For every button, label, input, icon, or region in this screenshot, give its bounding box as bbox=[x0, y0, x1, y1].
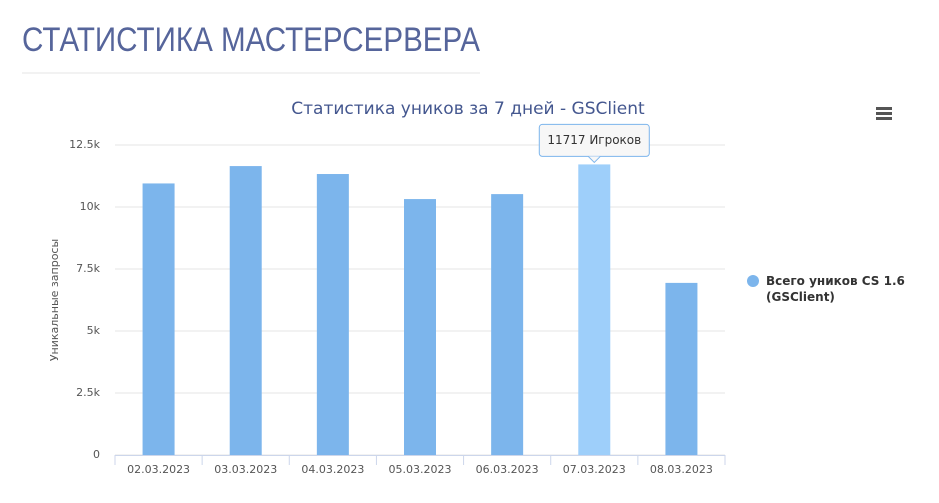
legend-line: (GSClient) bbox=[766, 290, 835, 304]
legend-item[interactable]: Всего уников CS 1.6 (GSClient) bbox=[747, 274, 905, 304]
bar bbox=[665, 282, 698, 455]
y-tick-label: 5k bbox=[87, 324, 101, 337]
bar bbox=[404, 199, 436, 455]
tooltip-text: 11717 Игроков bbox=[547, 133, 641, 147]
x-tick-label: 07.03.2023 bbox=[563, 463, 626, 476]
chart-title: Статистика уников за 7 дней - GSClient bbox=[291, 99, 645, 119]
x-tick-label: 06.03.2023 bbox=[476, 463, 539, 476]
x-tick-label: 08.03.2023 bbox=[650, 463, 713, 476]
bar bbox=[578, 164, 611, 455]
y-tick-label: 2.5k bbox=[76, 386, 100, 399]
x-tick-label: 03.03.2023 bbox=[214, 463, 277, 476]
page-heading: СТАТИСТИКА МАСТЕРСЕРВЕРА bbox=[22, 21, 480, 59]
y-tick-label: 0 bbox=[93, 448, 100, 461]
x-tick-label: 02.03.2023 bbox=[127, 463, 190, 476]
legend-label: Всего уников CS 1.6 (GSClient) bbox=[766, 274, 905, 304]
y-tick-label: 10k bbox=[80, 200, 101, 213]
x-tick-label: 05.03.2023 bbox=[389, 463, 452, 476]
tooltip-pointer bbox=[587, 156, 601, 164]
legend-marker bbox=[747, 275, 759, 287]
tooltip: 11717 Игроков bbox=[538, 123, 650, 164]
y-tick-label: 7.5k bbox=[76, 262, 100, 275]
y-tick-label: 12.5k bbox=[69, 138, 100, 151]
bar bbox=[229, 166, 262, 455]
menu-button[interactable] bbox=[876, 107, 892, 120]
bar bbox=[491, 194, 524, 455]
x-tick-label: 04.03.2023 bbox=[301, 463, 364, 476]
bar bbox=[316, 174, 349, 456]
y-axis-label: Уникальные запросы bbox=[48, 239, 61, 361]
bar bbox=[142, 183, 175, 455]
legend-line: Всего уников CS 1.6 bbox=[766, 274, 905, 288]
